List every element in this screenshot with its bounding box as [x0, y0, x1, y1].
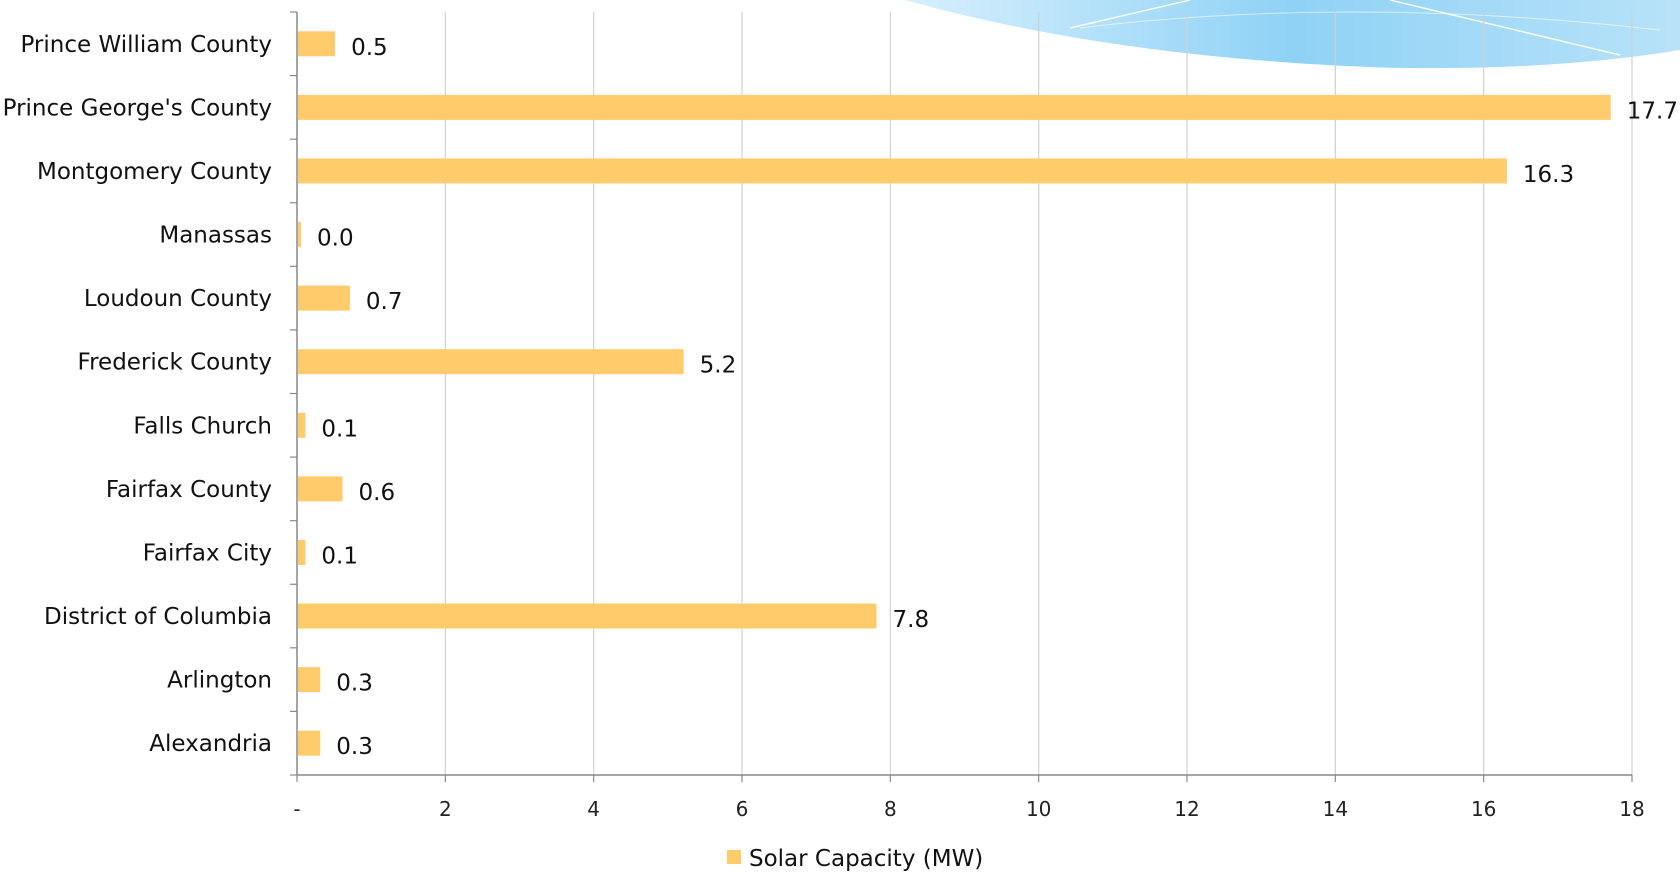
x-tick-label: -: [293, 797, 300, 821]
x-tick-label: 12: [1174, 797, 1199, 821]
data-label: 17.7: [1627, 98, 1678, 124]
data-label: 0.5: [351, 35, 388, 61]
x-tick-label: 14: [1323, 797, 1348, 821]
data-label: 0.6: [359, 480, 396, 506]
bar: [298, 31, 336, 57]
category-label: District of Columbia: [44, 604, 272, 630]
bar: [298, 349, 684, 375]
bar: [298, 222, 301, 248]
x-tick-labels: - 2 4 6 8 10 12 14 16 18: [293, 797, 1644, 821]
bar: [298, 730, 321, 756]
bar: [298, 603, 877, 629]
x-tick-label: 10: [1026, 797, 1051, 821]
data-label: 0.3: [336, 671, 373, 697]
data-label: 0.3: [336, 734, 373, 760]
category-label: Montgomery County: [37, 159, 272, 185]
bar: [298, 285, 350, 311]
legend: Solar Capacity (MW): [727, 846, 983, 872]
bar: [298, 412, 306, 438]
axes: [290, 11, 1632, 776]
category-label: Prince George's County: [3, 95, 272, 121]
data-label: 5.2: [700, 353, 737, 379]
data-label: 0.1: [321, 416, 358, 442]
category-label: Fairfax County: [106, 477, 272, 503]
category-label: Loudoun County: [84, 286, 272, 312]
category-label: Manassas: [159, 223, 272, 249]
legend-label: Solar Capacity (MW): [749, 846, 983, 872]
data-label: 0.1: [321, 543, 358, 569]
x-tick-label: 4: [587, 797, 600, 821]
category-label: Frederick County: [78, 350, 272, 376]
data-label: 0.0: [317, 226, 354, 252]
gridlines: [296, 12, 1633, 782]
data-label: 0.7: [366, 289, 403, 315]
category-label: Alexandria: [149, 731, 272, 757]
x-tick-label: 18: [1619, 797, 1644, 821]
bar: [298, 158, 1507, 184]
x-tick-label: 8: [884, 797, 897, 821]
x-tick-label: 2: [439, 797, 452, 821]
category-labels: Prince William County Prince George's Cou…: [3, 32, 272, 757]
legend-swatch: [727, 850, 741, 864]
data-label: 7.8: [893, 607, 930, 633]
data-labels: 0.5 17.7 16.3 0.0 0.7 5.2 0.1 0.6 0.1 7.8 0.3 0.3: [317, 35, 1678, 760]
bar: [298, 476, 343, 502]
category-label: Falls Church: [133, 413, 272, 439]
bar: [298, 94, 1611, 120]
bar: [298, 667, 321, 693]
data-label: 16.3: [1523, 162, 1574, 188]
category-label: Fairfax City: [143, 540, 272, 566]
bars: [298, 31, 1611, 756]
x-tick-label: 16: [1471, 797, 1496, 821]
category-label: Prince William County: [20, 32, 272, 58]
x-tick-label: 6: [736, 797, 749, 821]
category-label: Arlington: [167, 668, 272, 694]
background-swoosh-decoration: [905, 0, 1680, 69]
bar: [298, 539, 306, 565]
